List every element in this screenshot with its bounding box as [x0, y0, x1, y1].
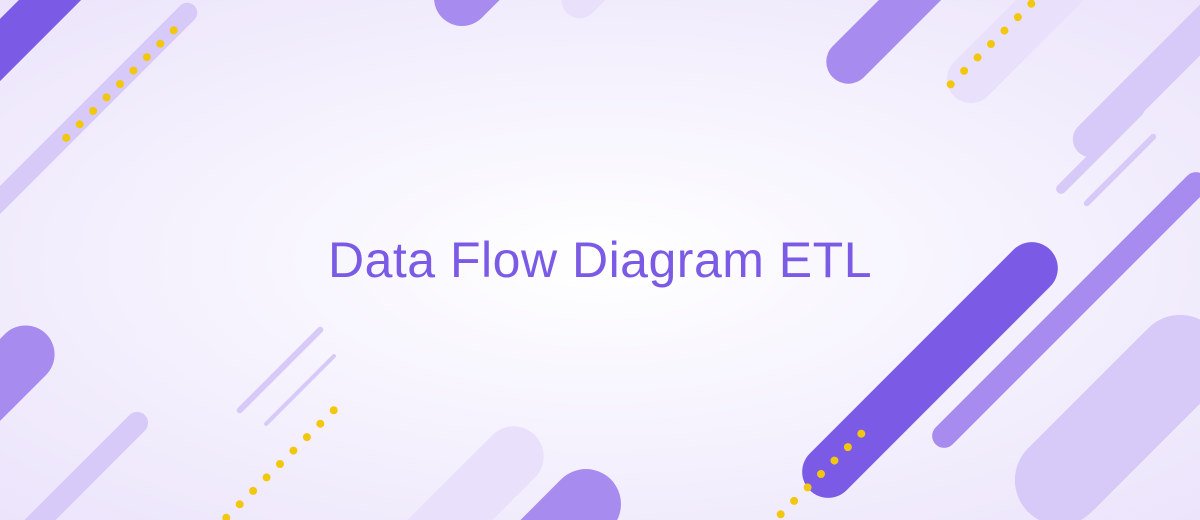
dot-row-2 — [221, 405, 340, 520]
dot — [247, 485, 258, 496]
banner-title: Data Flow Diagram ETL — [328, 231, 872, 289]
stripe-13 — [235, 325, 324, 414]
stripe-19 — [996, 296, 1200, 520]
dot — [301, 431, 312, 442]
stripe-8 — [1065, 0, 1200, 165]
stripe-5 — [554, 0, 686, 26]
stripe-12 — [0, 407, 153, 520]
dot — [274, 458, 285, 469]
dot — [775, 509, 786, 520]
dot — [315, 418, 326, 429]
dot — [221, 512, 232, 520]
banner-canvas: Data Flow Diagram ETL — [0, 0, 1200, 520]
dot — [234, 499, 245, 510]
dot-row-0 — [61, 25, 180, 144]
stripe-15 — [344, 414, 556, 520]
dot — [288, 445, 299, 456]
dot — [788, 495, 799, 506]
dot — [328, 405, 339, 416]
dot — [261, 472, 272, 483]
